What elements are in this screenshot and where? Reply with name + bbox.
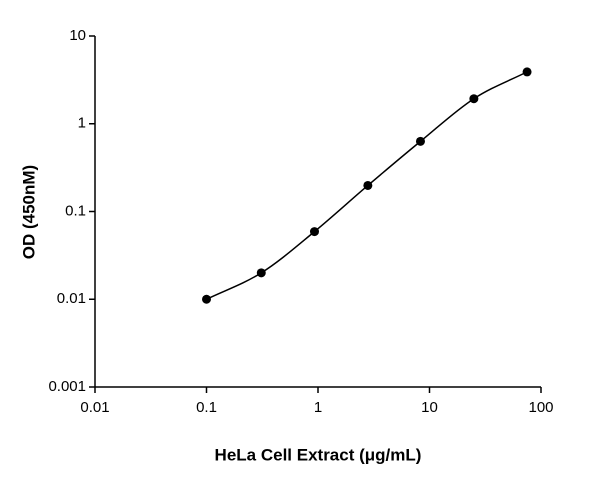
y-axis-title: OD (450nM): [19, 165, 38, 259]
data-point: [309, 227, 319, 237]
data-point: [415, 136, 425, 146]
y-tick-label: 0.001: [48, 378, 86, 395]
y-tick-label: 1: [78, 115, 86, 132]
data-point: [202, 294, 211, 304]
x-tick-label: 10: [421, 399, 438, 416]
x-axis-title: HeLa Cell Extract (μg/mL): [215, 445, 422, 464]
data-point: [469, 94, 479, 104]
x-tick-label: 0.01: [80, 399, 109, 416]
x-tick-label: 0.1: [196, 399, 217, 416]
x-tick-label: 1: [314, 399, 322, 416]
y-tick-label: 0.01: [57, 290, 86, 307]
data-point: [363, 180, 373, 190]
y-tick-label: 0.1: [65, 202, 86, 219]
y-tick-label: 10: [69, 27, 86, 44]
x-tick-label: 100: [528, 399, 553, 416]
data-point: [256, 268, 266, 278]
data-point: [522, 67, 532, 77]
